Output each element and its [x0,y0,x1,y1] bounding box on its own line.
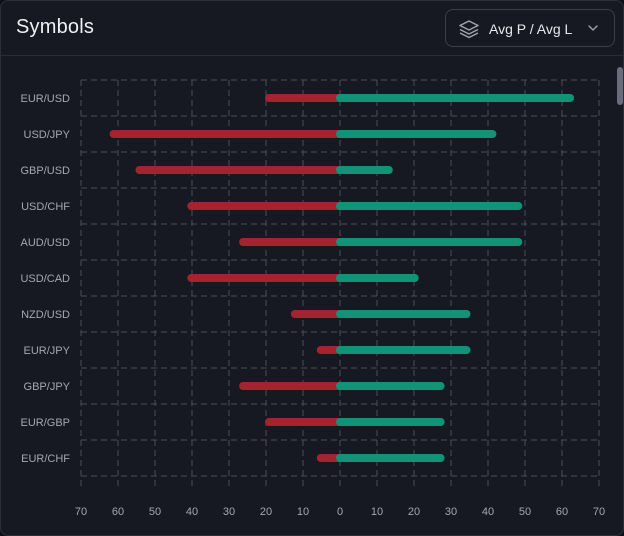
chevron-down-icon [588,25,598,31]
scrollbar-thumb[interactable] [617,67,623,105]
category-label: EUR/USD [20,93,70,105]
profit-bar-end [340,166,344,174]
x-tick-label: 30 [223,506,235,518]
metric-dropdown[interactable]: Avg P / Avg L [445,9,615,47]
x-tick-label: 70 [75,506,87,518]
category-label: GBP/CHF [21,489,70,501]
layers-icon [459,20,479,39]
x-tick-label: 70 [593,506,605,518]
x-tick-label: 10 [371,506,383,518]
category-label: EUR/GBP [20,417,70,429]
profit-bar-end [340,418,344,426]
x-tick-label: 20 [260,506,272,518]
profit-bar-end [340,346,344,354]
x-tick-label: 30 [445,506,457,518]
card-header: Symbols Avg P / Avg L [1,1,623,56]
dropdown-label: Avg P / Avg L [489,21,573,37]
page-title: Symbols [16,16,95,38]
category-label: AUD/USD [20,237,70,249]
category-label: EUR/JPY [24,345,71,357]
profit-bar-end [340,94,344,102]
bars-group: EUR/USD USD/JPY GBP/USD USD/CHF AUD/USD USD/C… [20,93,575,501]
category-label: USD/CAD [20,273,70,285]
profit-bar-end [340,310,344,318]
profit-bar-end [340,238,344,246]
x-tick-label: 20 [408,506,420,518]
category-label: USD/CHF [21,201,70,213]
x-tick-label: 40 [186,506,198,518]
category-label: EUR/CHF [21,453,70,465]
profit-bar-end [340,454,344,462]
x-tick-label: 40 [482,506,494,518]
category-label: GBP/USD [20,165,70,177]
category-label: USD/JPY [24,129,71,141]
profit-bar-end [340,274,344,282]
x-tick-label: 60 [556,506,568,518]
x-tick-label: 0 [337,506,343,518]
profit-bar-end [340,202,344,210]
x-tick-label: 50 [519,506,531,518]
loss-bar-end [336,490,340,498]
scrollbar[interactable] [613,59,623,529]
profit-bar-end [340,382,344,390]
x-tick-label: 60 [112,506,124,518]
profit-bar-end [340,490,344,498]
profit-bar-end [340,130,344,138]
x-tick-label: 10 [297,506,309,518]
category-label: NZD/USD [21,309,70,321]
category-label: GBP/JPY [24,381,71,393]
bar-chart: EUR/USD USD/JPY GBP/USD USD/CHF AUD/USD USD/C… [20,79,605,518]
x-tick-label: 50 [149,506,161,518]
